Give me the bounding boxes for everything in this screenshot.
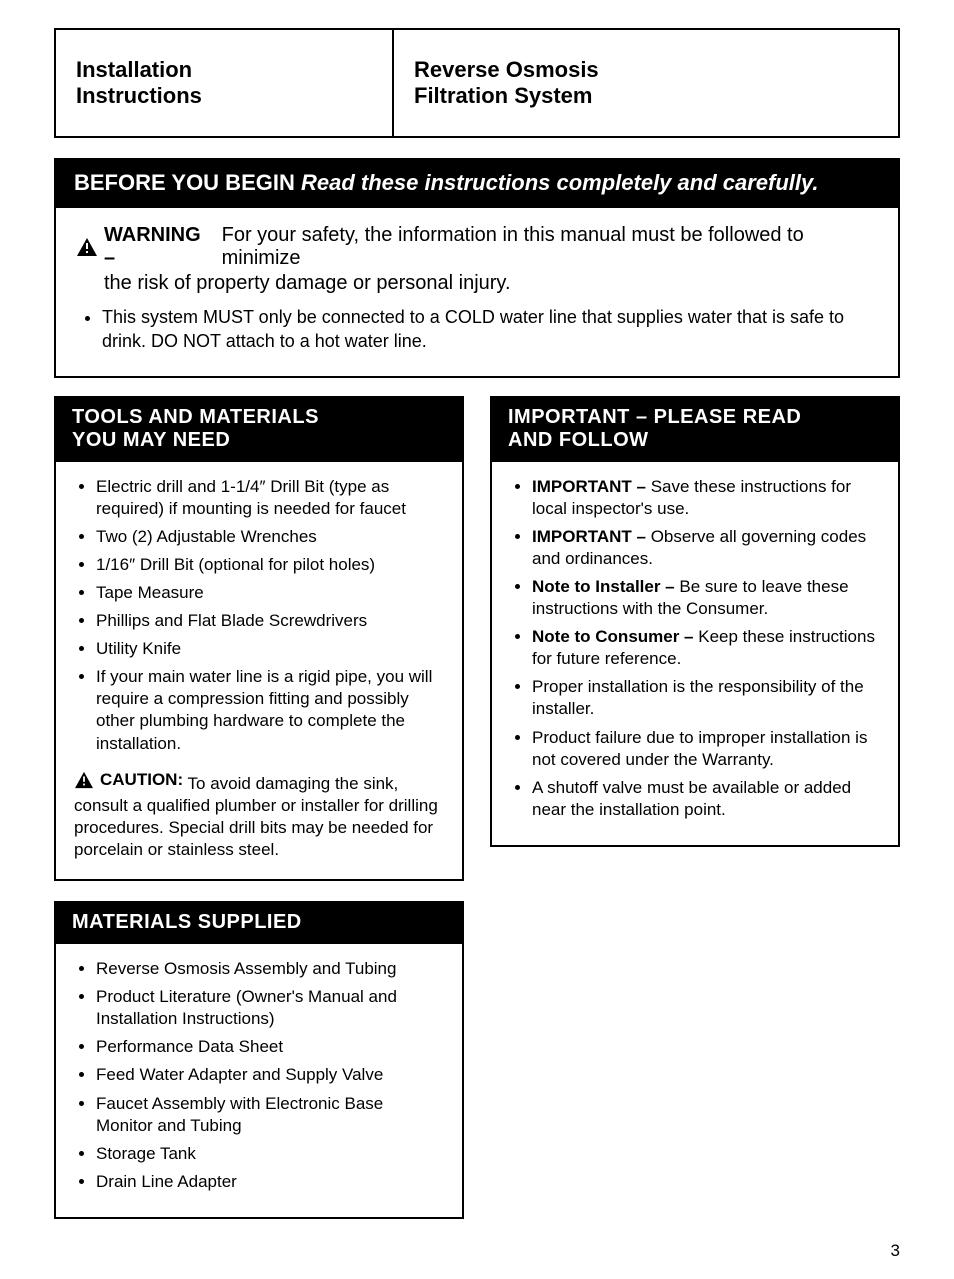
warning-label: WARNING – [104, 224, 216, 270]
important-card-body: IMPORTANT – Save these instructions for … [492, 462, 898, 845]
caution-label-text: CAUTION: [100, 769, 183, 791]
tools-item: Utility Knife [96, 638, 444, 660]
columns: TOOLS AND MATERIALS YOU MAY NEED Electri… [54, 396, 900, 1239]
materials-item: Feed Water Adapter and Supply Valve [96, 1064, 444, 1086]
materials-item: Storage Tank [96, 1143, 444, 1165]
warning-box: WARNING – For your safety, the informati… [54, 208, 900, 378]
important-item: IMPORTANT – Observe all governing codes … [532, 526, 880, 570]
important-head-line2: AND FOLLOW [508, 429, 882, 452]
tools-list: Electric drill and 1-1/4″ Drill Bit (typ… [74, 476, 444, 755]
tools-head-line1: TOOLS AND MATERIALS [72, 406, 446, 429]
important-card: IMPORTANT – PLEASE READ AND FOLLOW IMPOR… [490, 396, 900, 847]
warning-triangle-icon [74, 771, 94, 789]
header-right-line2: Filtration System [414, 83, 898, 109]
before-you-begin-bar: BEFORE YOU BEGIN Read these instructions… [54, 158, 900, 208]
tools-item: Two (2) Adjustable Wrenches [96, 526, 444, 548]
warning-heading: WARNING – For your safety, the informati… [76, 224, 878, 270]
materials-head-line1: MATERIALS SUPPLIED [72, 911, 446, 934]
materials-card: MATERIALS SUPPLIED Reverse Osmosis Assem… [54, 901, 464, 1219]
tools-head-line2: YOU MAY NEED [72, 429, 446, 452]
before-you-begin-rest: Read these instructions completely and c… [301, 170, 819, 195]
tools-item: 1/16″ Drill Bit (optional for pilot hole… [96, 554, 444, 576]
materials-card-body: Reverse Osmosis Assembly and Tubing Prod… [56, 944, 462, 1217]
tools-caution: CAUTION: To avoid damaging the sink, con… [74, 769, 444, 861]
warning-subtext: For your safety, the information in this… [222, 224, 878, 270]
tools-item: Electric drill and 1-1/4″ Drill Bit (typ… [96, 476, 444, 520]
header-right-line1: Reverse Osmosis [414, 57, 898, 83]
warning-triangle-icon [76, 237, 98, 257]
important-head-line1: IMPORTANT – PLEASE READ [508, 406, 882, 429]
important-card-head: IMPORTANT – PLEASE READ AND FOLLOW [492, 398, 898, 462]
caution-label-row: CAUTION: [74, 769, 183, 791]
materials-item: Faucet Assembly with Electronic Base Mon… [96, 1093, 444, 1137]
tools-card-head: TOOLS AND MATERIALS YOU MAY NEED [56, 398, 462, 462]
tools-item: Tape Measure [96, 582, 444, 604]
tools-card-body: Electric drill and 1-1/4″ Drill Bit (typ… [56, 462, 462, 879]
important-item-text: A shutoff valve must be available or add… [532, 778, 851, 819]
page-number: 3 [891, 1241, 900, 1261]
header-left-line2: Instructions [76, 83, 392, 109]
important-item-bold: Note to Consumer – [532, 627, 694, 646]
right-column: IMPORTANT – PLEASE READ AND FOLLOW IMPOR… [490, 396, 900, 867]
materials-item: Drain Line Adapter [96, 1171, 444, 1193]
important-item: IMPORTANT – Save these instructions for … [532, 476, 880, 520]
important-item: A shutoff valve must be available or add… [532, 777, 880, 821]
warning-bullet: This system MUST only be connected to a … [102, 305, 878, 354]
tools-item: Phillips and Flat Blade Screwdrivers [96, 610, 444, 632]
materials-card-head: MATERIALS SUPPLIED [56, 903, 462, 944]
important-item-bold: Note to Installer – [532, 577, 675, 596]
header-row: Installation Instructions Reverse Osmosi… [54, 28, 900, 138]
important-item-text: Proper installation is the responsibilit… [532, 677, 864, 718]
header-left-line1: Installation [76, 57, 392, 83]
important-item: Product failure due to improper installa… [532, 727, 880, 771]
materials-item: Reverse Osmosis Assembly and Tubing [96, 958, 444, 980]
warning-bullets: This system MUST only be connected to a … [76, 305, 878, 354]
tools-card: TOOLS AND MATERIALS YOU MAY NEED Electri… [54, 396, 464, 881]
left-column: TOOLS AND MATERIALS YOU MAY NEED Electri… [54, 396, 464, 1239]
important-list: IMPORTANT – Save these instructions for … [510, 476, 880, 821]
important-item: Note to Consumer – Keep these instructio… [532, 626, 880, 670]
header-left-cell: Installation Instructions [54, 28, 394, 138]
materials-item: Product Literature (Owner's Manual and I… [96, 986, 444, 1030]
important-item: Proper installation is the responsibilit… [532, 676, 880, 720]
important-item-bold: IMPORTANT – [532, 477, 646, 496]
header-right-cell: Reverse Osmosis Filtration System [394, 28, 900, 138]
important-item-bold: IMPORTANT – [532, 527, 646, 546]
important-item-text: Product failure due to improper installa… [532, 728, 867, 769]
materials-item: Performance Data Sheet [96, 1036, 444, 1058]
important-item: Note to Installer – Be sure to leave the… [532, 576, 880, 620]
before-you-begin-prefix: BEFORE YOU BEGIN [74, 170, 295, 195]
tools-item: If your main water line is a rigid pipe,… [96, 666, 444, 754]
warning-subtext-2: the risk of property damage or personal … [104, 272, 878, 295]
materials-list: Reverse Osmosis Assembly and Tubing Prod… [74, 958, 444, 1193]
